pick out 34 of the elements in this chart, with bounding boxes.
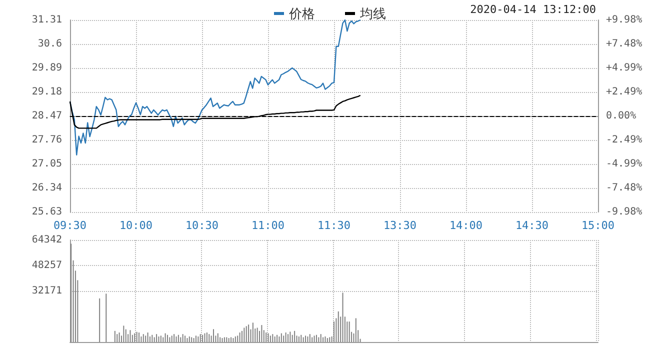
x-tick-label: 14:30: [515, 219, 549, 232]
y-tick-label: 30.6: [38, 38, 62, 50]
y2-tick-label: -9.98%: [606, 206, 642, 218]
y2-tick-label: +4.99%: [606, 62, 642, 74]
y2-tick-label: -4.99%: [606, 158, 642, 170]
y-tick-label: 32171: [32, 286, 62, 296]
y2-tick-label: +7.48%: [606, 38, 642, 50]
y2-tick-label: 0.00%: [606, 110, 636, 122]
y-tick-label: 27.76: [32, 134, 62, 146]
line-series: [69, 19, 361, 156]
x-tick-label: 09:30: [53, 219, 87, 232]
x-tick-label: 11:30: [317, 219, 351, 232]
legend-label: 均线: [359, 6, 386, 21]
y-tick-label: 27.05: [32, 158, 62, 170]
y-tick-label: 28.47: [32, 110, 62, 122]
x-tick-label: 10:30: [185, 219, 219, 232]
y-tick-label: 29.89: [32, 62, 62, 74]
y-tick-label: 31.31: [32, 14, 62, 26]
x-tick-label: 11:00: [251, 219, 285, 232]
y2-tick-label: +9.98%: [606, 14, 642, 26]
y2-tick-label: +2.49%: [606, 86, 642, 98]
x-tick-label: 15:00: [581, 219, 615, 232]
y2-tick-label: -7.48%: [606, 182, 642, 194]
x-tick-label: 13:30: [383, 219, 417, 232]
text: 2020-04-14 13:12:00: [470, 3, 596, 16]
legend-label: 价格: [288, 6, 315, 21]
y-tick-label: 48257: [32, 260, 62, 271]
y-tick-label: 64342: [32, 234, 62, 246]
y-tick-label: 29.18: [32, 86, 62, 98]
x-tick-label: 10:00: [119, 219, 153, 232]
y-tick-label: 26.34: [32, 182, 62, 194]
y-tick-label: 25.63: [32, 206, 62, 218]
y2-tick-label: -2.49%: [606, 134, 642, 146]
x-tick-label: 14:00: [449, 219, 483, 232]
